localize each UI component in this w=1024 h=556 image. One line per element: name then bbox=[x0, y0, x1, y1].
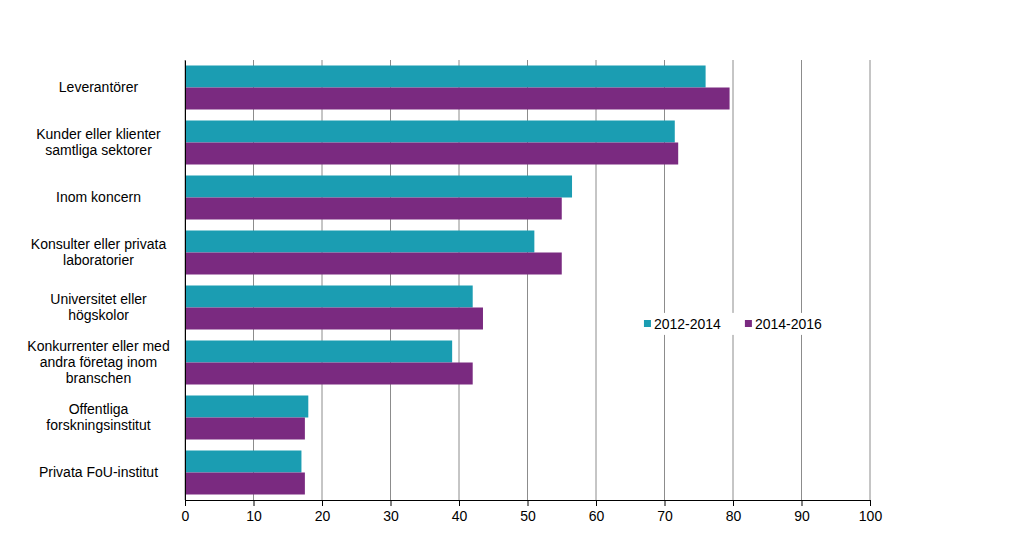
tick: Leverantörer bbox=[59, 79, 139, 95]
tick: 70 bbox=[657, 500, 673, 524]
tick-label: 70 bbox=[657, 508, 673, 524]
bar bbox=[185, 341, 452, 363]
legend-item: 2012-2014 bbox=[644, 316, 721, 332]
grid-line bbox=[870, 60, 871, 500]
tick-mark bbox=[596, 500, 597, 506]
category-label: Universitet ellerhögskolor bbox=[50, 291, 147, 323]
bar bbox=[185, 121, 675, 143]
tick: Inom koncern bbox=[56, 189, 141, 205]
category-label: Leverantörer bbox=[59, 79, 139, 95]
tick: 100 bbox=[859, 500, 883, 524]
bar bbox=[185, 396, 308, 418]
legend-label: 2014-2016 bbox=[755, 316, 822, 332]
grid-line bbox=[733, 60, 734, 500]
tick: 10 bbox=[246, 500, 262, 524]
category-label: Konsulter eller privatalaboratorier bbox=[31, 236, 167, 268]
tick-label: 20 bbox=[315, 508, 331, 524]
tick-mark bbox=[870, 500, 871, 506]
tick-label: 40 bbox=[452, 508, 468, 524]
bar bbox=[185, 88, 730, 110]
tick: 30 bbox=[383, 500, 399, 524]
axis-line bbox=[186, 501, 871, 507]
tick-label: 30 bbox=[383, 508, 399, 524]
tick: Offentligaforskningsinstitut bbox=[46, 401, 150, 433]
tick-label: 90 bbox=[794, 508, 810, 524]
tick: 60 bbox=[589, 500, 605, 524]
grid bbox=[185, 60, 870, 500]
axis-line bbox=[185, 61, 186, 501]
bar bbox=[185, 253, 562, 275]
category-label: Konkurrenter eller medandra företag inom… bbox=[27, 338, 169, 386]
tick-label: 80 bbox=[726, 508, 742, 524]
legend-swatch bbox=[745, 320, 752, 327]
legend-item: 2014-2016 bbox=[745, 316, 822, 332]
bar bbox=[185, 66, 706, 88]
tick-label: 10 bbox=[246, 508, 262, 524]
tick: Konsulter eller privatalaboratorier bbox=[31, 236, 167, 268]
tick: 0 bbox=[182, 500, 190, 524]
grid-line bbox=[185, 60, 186, 500]
bar bbox=[185, 363, 473, 385]
series bbox=[185, 66, 706, 473]
tick-label: 0 bbox=[182, 508, 190, 524]
bar bbox=[185, 451, 301, 473]
tick: 50 bbox=[520, 500, 536, 524]
tick-label: 100 bbox=[859, 508, 883, 524]
legend-background bbox=[641, 313, 825, 335]
tick: 90 bbox=[794, 500, 810, 524]
tick-mark bbox=[185, 500, 186, 506]
bars bbox=[185, 66, 730, 495]
legend: 2012-2014 2014-2016 bbox=[644, 316, 822, 332]
tick: Privata FoU-institut bbox=[39, 464, 158, 480]
tick-mark bbox=[254, 500, 255, 506]
bar bbox=[185, 308, 483, 330]
x-axis: 0 10 20 30 40 50 60 70 80 90 100 bbox=[182, 500, 883, 524]
bar bbox=[185, 198, 562, 220]
tick: Universitet ellerhögskolor bbox=[50, 291, 147, 323]
y-axis: Leverantörer Kunder eller klientersamtlig… bbox=[27, 61, 185, 501]
tick: Kunder eller klientersamtliga sektorer bbox=[36, 126, 161, 158]
bar bbox=[185, 231, 534, 253]
tick: 20 bbox=[315, 500, 331, 524]
series bbox=[185, 88, 730, 495]
bar bbox=[185, 418, 305, 440]
chart: 0 10 20 30 40 50 60 70 80 90 100 Leverantörer Kunder… bbox=[0, 0, 1024, 556]
tick-mark bbox=[733, 500, 734, 506]
bar bbox=[185, 473, 305, 495]
tick-mark bbox=[528, 500, 529, 506]
tick-mark bbox=[459, 500, 460, 506]
tick: Konkurrenter eller medandra företag inom… bbox=[27, 338, 169, 386]
category-label: Inom koncern bbox=[56, 189, 141, 205]
tick-label: 60 bbox=[589, 508, 605, 524]
plot: 0 10 20 30 40 50 60 70 80 90 100 Leverantörer Kunder… bbox=[27, 60, 882, 524]
legend-swatch bbox=[644, 320, 651, 327]
tick: 40 bbox=[452, 500, 468, 524]
bar bbox=[185, 286, 473, 308]
category-label: Privata FoU-institut bbox=[39, 464, 158, 480]
category-label: Kunder eller klientersamtliga sektorer bbox=[36, 126, 161, 158]
tick: 80 bbox=[726, 500, 742, 524]
tick-label: 50 bbox=[520, 508, 536, 524]
tick-mark bbox=[665, 500, 666, 506]
legend-label: 2012-2014 bbox=[654, 316, 721, 332]
tick-mark bbox=[391, 500, 392, 506]
bar bbox=[185, 176, 572, 198]
grid-line bbox=[801, 60, 802, 500]
bar bbox=[185, 143, 678, 165]
tick-mark bbox=[322, 500, 323, 506]
category-label: Offentligaforskningsinstitut bbox=[46, 401, 150, 433]
tick-mark bbox=[802, 500, 803, 506]
